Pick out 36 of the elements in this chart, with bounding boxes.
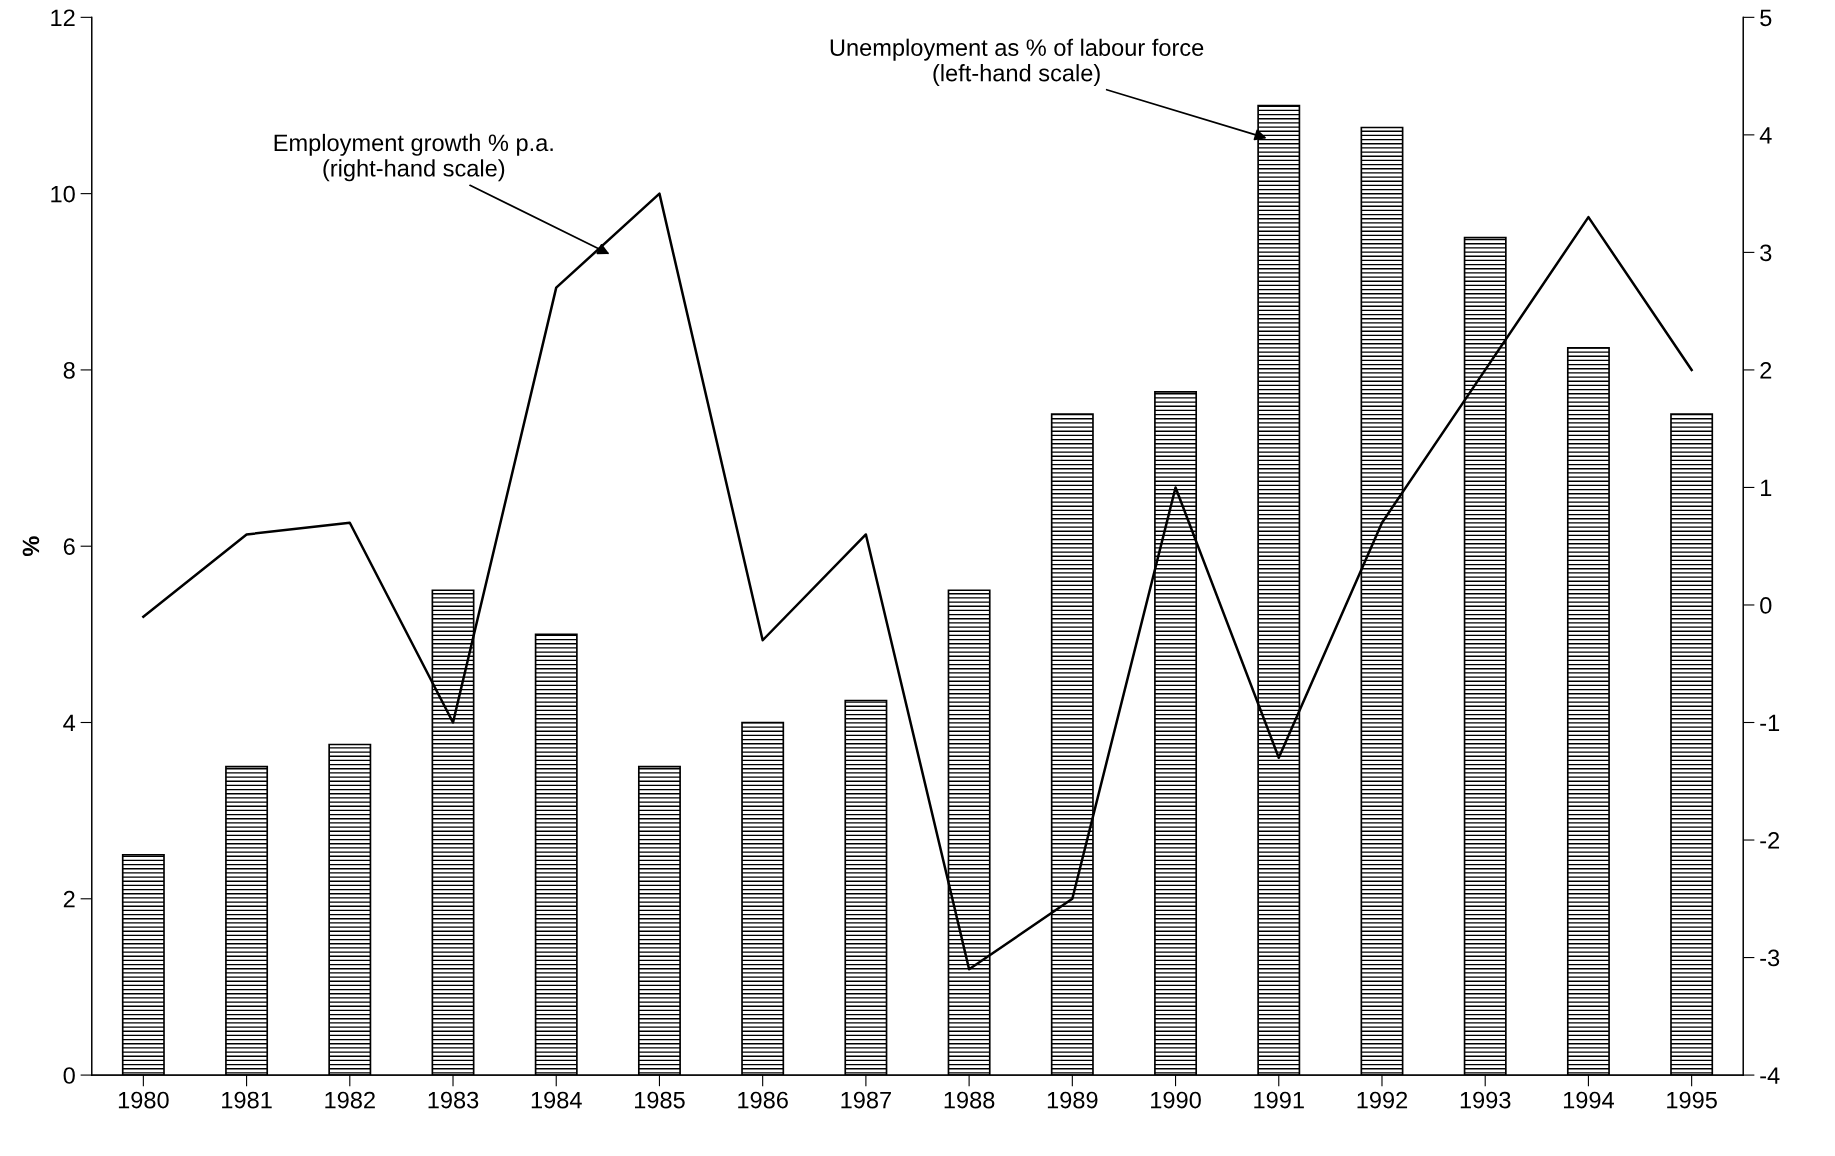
x-tick-label: 1994 (1563, 1091, 1614, 1109)
annotation: Employment growth % p.a. (right-hand scale) (274, 133, 553, 182)
y-tick-label: 0 (63, 1067, 75, 1084)
y2-tick-label: -1 (1760, 714, 1780, 732)
y-tick-label: 6 (63, 538, 75, 555)
y2-tick-label: -2 (1760, 832, 1780, 849)
annotation: Unemployment as % of labour force (left-hand scale) (830, 38, 1204, 87)
y2-tick-label: -4 (1760, 1067, 1780, 1084)
x-tick-label: 1993 (1460, 1091, 1511, 1109)
x-tick-label: 1980 (118, 1091, 169, 1109)
x-tick-label: 1986 (738, 1091, 788, 1109)
y-tick-label: 2 (63, 890, 75, 908)
x-tick-label: 1985 (634, 1091, 685, 1109)
y2-tick-label: 1 (1761, 479, 1772, 496)
x-tick-label: 1984 (531, 1091, 582, 1109)
y-tick-label: 12 (51, 9, 75, 26)
y2-tick-label: 0 (1760, 597, 1772, 614)
x-tick-label: 1987 (841, 1091, 891, 1109)
y2-tick-label: 3 (1760, 244, 1772, 262)
y2-tick-label: -3 (1760, 949, 1780, 967)
y-tick-label: 10 (51, 185, 75, 203)
y-tick-label: 8 (63, 361, 75, 379)
y2-tick-label: 4 (1759, 127, 1772, 144)
x-tick-label: 1995 (1667, 1091, 1717, 1109)
y2-tick-label: 5 (1760, 9, 1772, 27)
x-tick-label: 1988 (944, 1091, 995, 1109)
x-tick-label: 1989 (1047, 1091, 1098, 1109)
y-tick-label: 4 (63, 714, 76, 732)
x-tick-label: 1990 (1151, 1091, 1201, 1109)
x-tick-label: 1991 (1254, 1091, 1304, 1109)
x-tick-label: 1992 (1357, 1091, 1408, 1109)
x-tick-label: 1982 (325, 1091, 375, 1109)
x-tick-label: 1983 (428, 1091, 479, 1109)
y-axis-title: % (22, 536, 40, 557)
x-tick-label: 1981 (222, 1091, 272, 1109)
y2-tick-label: 2 (1760, 361, 1772, 379)
